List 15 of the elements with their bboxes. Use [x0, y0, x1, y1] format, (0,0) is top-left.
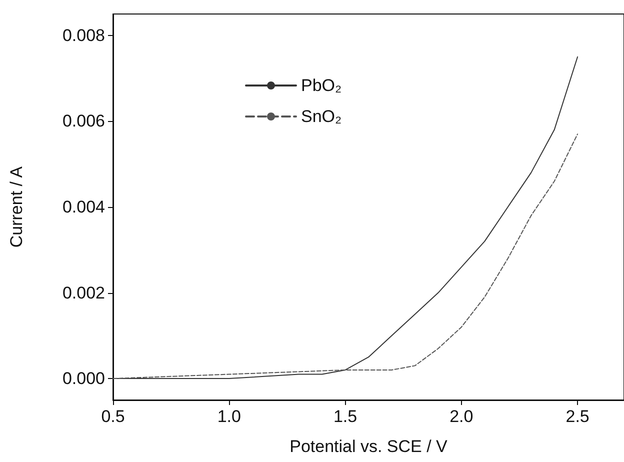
y-tick-label: 0.006: [62, 112, 105, 131]
x-tick-label: 2.0: [450, 407, 474, 426]
x-tick-label: 1.0: [217, 407, 241, 426]
y-axis-title: Current / A: [7, 166, 26, 248]
x-tick-label: 2.5: [566, 407, 590, 426]
x-axis-title: Potential vs. SCE / V: [290, 437, 448, 456]
x-tick-label: 0.5: [101, 407, 125, 426]
y-tick-label: 0.000: [62, 369, 105, 388]
legend-label: PbO₂: [301, 76, 342, 95]
y-tick-label: 0.004: [62, 198, 105, 216]
line-series: [112, 134, 578, 380]
y-tick-label: 0.008: [62, 26, 105, 45]
legend-label: SnO₂: [301, 107, 342, 126]
y-tick-label: 0.002: [62, 283, 105, 302]
x-tick-label: 1.5: [333, 407, 358, 426]
